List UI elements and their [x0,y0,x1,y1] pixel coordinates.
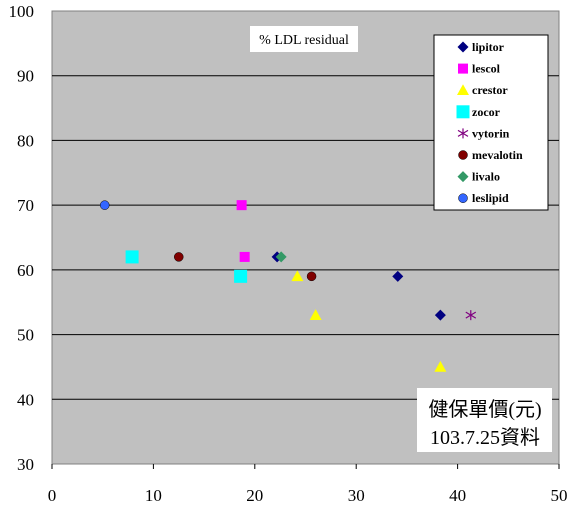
vytorin-point [465,310,477,321]
x-tick-label: 0 [48,486,57,505]
x-tick-label: 40 [449,486,466,505]
legend-label-crestor: crestor [472,83,508,97]
data-points [99,200,477,372]
legend-marker-zocor [456,105,470,119]
x-tick-label: 30 [348,486,365,505]
price-note-box: 健保單價(元) 103.7.25資料 [417,388,552,452]
legend: lipitor lescol crestor zocor vytorin mevaloti… [433,34,549,211]
zocor-point [125,250,139,264]
legend-marker-mevalotin [458,150,468,160]
legend-marker-crestor [457,84,469,95]
price-note-line-2: 103.7.25資料 [430,426,540,449]
legend-marker-livalo [457,171,469,183]
crestor-point [291,270,304,282]
legend-marker-leslipid [458,193,468,203]
x-axis-ticks: 0 10 20 30 40 50 [48,464,568,505]
y-tick-label: 40 [17,390,34,409]
zocor-point [234,269,248,283]
y-tick-label: 30 [17,455,34,474]
mevalotin-point [306,271,317,282]
livalo-point [275,251,287,263]
y-tick-label: 100 [9,2,35,21]
legend-label-leslipid: leslipid [472,191,509,205]
legend-marker-lescol [458,63,468,74]
y-axis-ticks: 30 40 50 60 70 80 90 100 [9,2,35,474]
x-tick-label: 20 [246,486,263,505]
lescol-point [239,251,250,262]
price-note-line-1: 健保單價(元) [428,398,541,421]
legend-label-zocor: zocor [472,105,501,119]
legend-label-mevalotin: mevalotin [472,148,523,162]
leslipid-point [99,200,110,210]
chart-title-box: % LDL residual [250,26,358,52]
legend-label-lipitor: lipitor [472,40,505,54]
lipitor-point [392,270,404,282]
y-tick-label: 60 [17,261,34,280]
y-tick-label: 80 [17,131,34,150]
crestor-point [309,309,322,320]
legend-box [433,34,549,211]
legend-label-lescol: lescol [472,62,501,76]
lipitor-point [434,309,446,321]
legend-label-vytorin: vytorin [472,126,510,140]
y-tick-label: 90 [17,67,34,86]
legend-label-livalo: livalo [472,170,500,184]
crestor-point [434,360,447,372]
lescol-point [236,200,247,211]
legend-marker-lipitor [457,41,469,53]
x-tick-label: 50 [551,486,568,505]
y-tick-label: 70 [17,196,34,215]
x-tick-label: 10 [145,486,162,505]
chart-title: % LDL residual [259,33,349,48]
legend-marker-vytorin [457,128,469,139]
y-tick-label: 50 [17,326,34,345]
mevalotin-point [174,252,184,262]
